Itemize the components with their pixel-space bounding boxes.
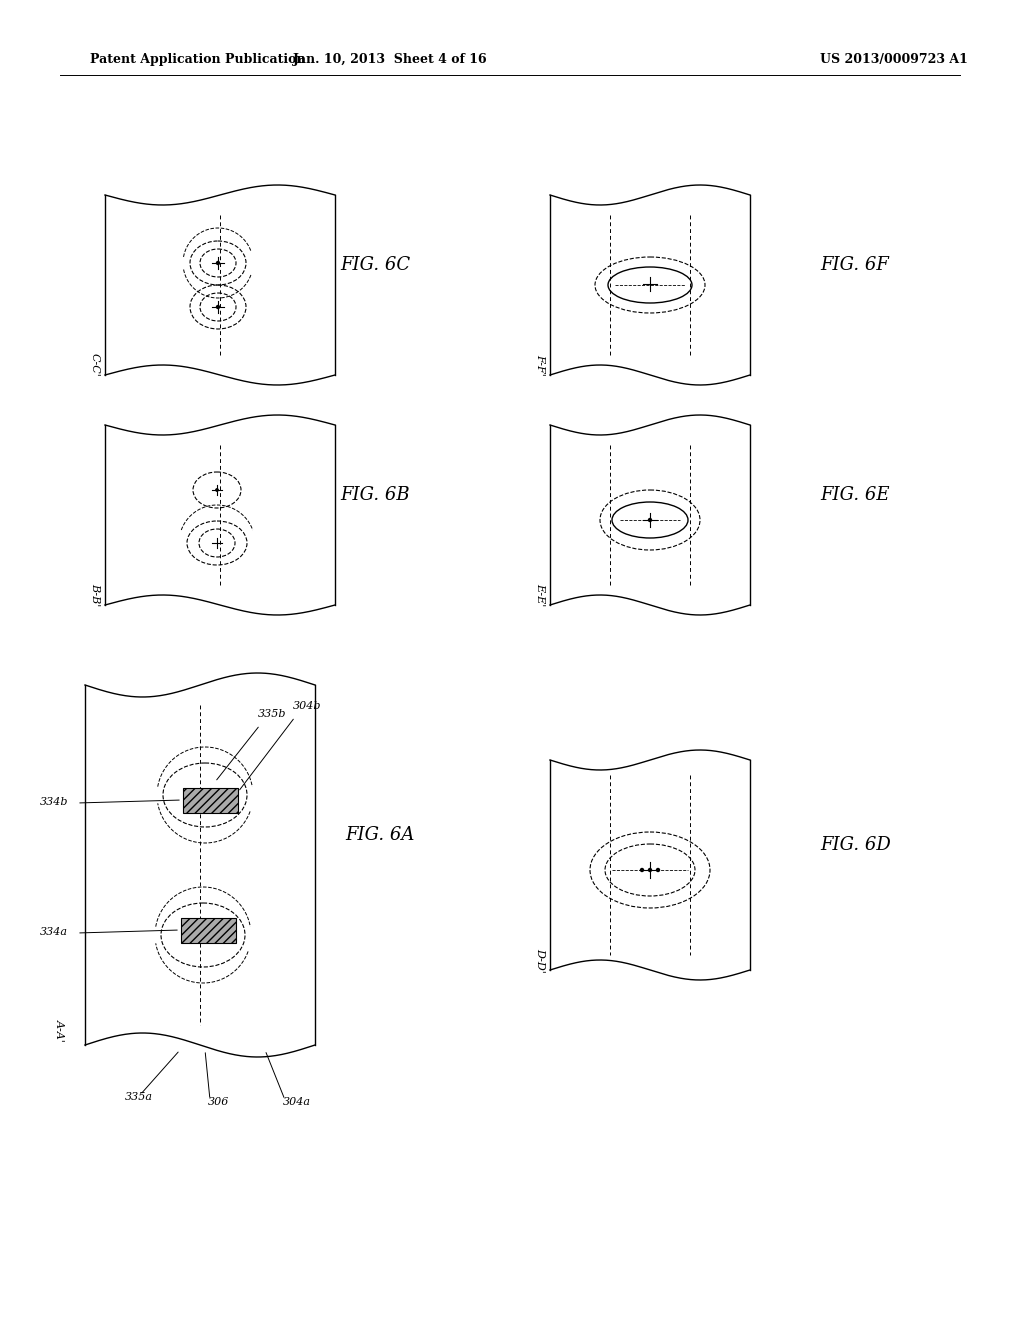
Text: 306: 306 [208, 1097, 229, 1107]
Circle shape [216, 305, 219, 309]
Text: 304b: 304b [293, 701, 322, 711]
Text: 334a: 334a [40, 927, 68, 937]
Text: A-A': A-A' [55, 1019, 65, 1041]
Text: FIG. 6C: FIG. 6C [340, 256, 411, 275]
Text: 335a: 335a [125, 1092, 153, 1102]
Text: 304a: 304a [283, 1097, 311, 1107]
Circle shape [216, 261, 219, 264]
Text: E-E': E-E' [535, 583, 545, 607]
Circle shape [648, 519, 651, 521]
Bar [182, 788, 238, 813]
Text: Jan. 10, 2013  Sheet 4 of 16: Jan. 10, 2013 Sheet 4 of 16 [293, 54, 487, 66]
Text: FIG. 6A: FIG. 6A [345, 826, 415, 843]
Text: Patent Application Publication: Patent Application Publication [90, 54, 305, 66]
Circle shape [640, 869, 643, 871]
Text: FIG. 6E: FIG. 6E [820, 486, 890, 504]
Circle shape [648, 869, 651, 871]
Bar [180, 917, 236, 942]
Text: B-B': B-B' [90, 583, 100, 607]
Text: US 2013/0009723 A1: US 2013/0009723 A1 [820, 54, 968, 66]
Text: FIG. 6F: FIG. 6F [820, 256, 889, 275]
Circle shape [216, 488, 218, 491]
Text: C-C': C-C' [90, 354, 100, 378]
Text: D-D': D-D' [535, 948, 545, 973]
Text: FIG. 6D: FIG. 6D [820, 836, 891, 854]
Text: F-F': F-F' [535, 354, 545, 376]
Text: FIG. 6B: FIG. 6B [340, 486, 410, 504]
Text: 335b: 335b [258, 709, 287, 719]
Circle shape [656, 869, 659, 871]
Text: 334b: 334b [40, 797, 69, 807]
